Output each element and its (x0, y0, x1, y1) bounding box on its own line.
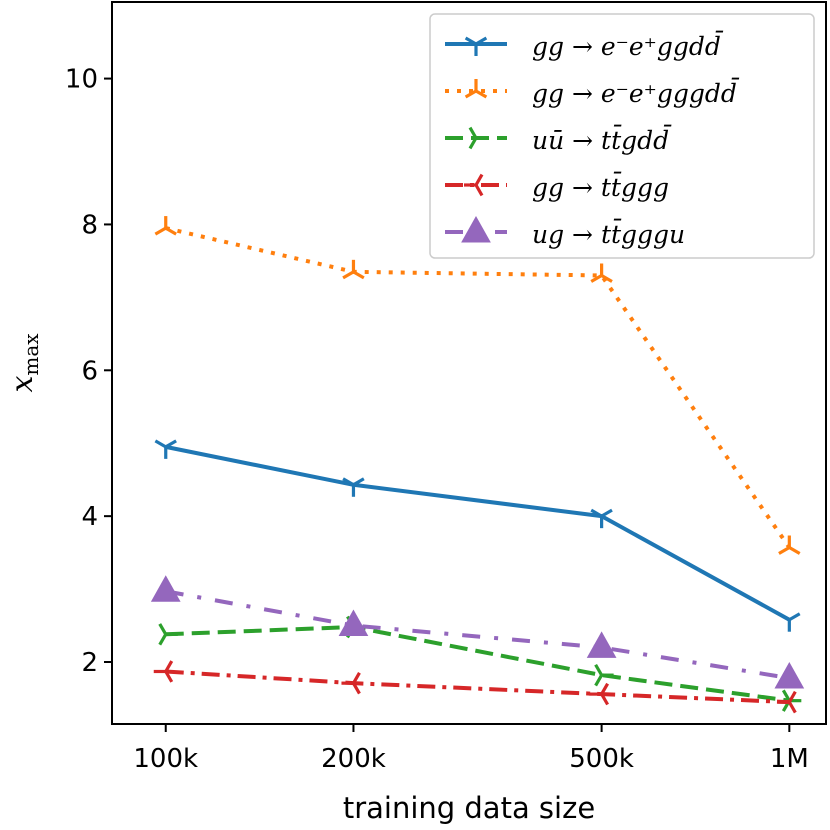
series-3-point-3 (594, 663, 614, 687)
series-4-point-1 (153, 660, 174, 683)
legend-entry-5: ug → tt̄gggu (445, 215, 685, 249)
legend-marker-4 (464, 173, 484, 197)
legend-label-2: gg → e⁻e⁺gggdd̄ (532, 79, 740, 108)
legend-label-4: gg → tt̄ggg (532, 173, 669, 202)
series-4 (153, 660, 797, 714)
legend-label-5: ug → tt̄gggu (532, 220, 685, 249)
series-2-point-3 (590, 263, 613, 283)
y-tick-label-5: 10 (65, 65, 98, 95)
y-axis-label: xmax (5, 333, 43, 393)
series-1 (154, 439, 801, 632)
x-tick-label-1: 100k (133, 744, 198, 774)
x-axis-label: training data size (343, 791, 595, 825)
legend-swatch-2 (445, 79, 507, 99)
series-1-point-1 (154, 439, 177, 459)
legend-marker-5 (461, 215, 491, 243)
series-5-point-4 (774, 662, 805, 689)
legend-entry-4: gg → tt̄ggg (445, 173, 669, 202)
legend-entry-2: gg → e⁻e⁺gggdd̄ (445, 79, 740, 108)
series-2-point-2 (342, 259, 365, 280)
legend-marker-1 (464, 36, 488, 56)
series-layer (150, 216, 805, 714)
x-tick-label-2: 200k (321, 744, 386, 774)
series-1-point-2 (342, 477, 365, 497)
series-line-5 (165, 589, 790, 681)
svg-text:xmax: xmax (5, 333, 43, 393)
series-3-point-1 (158, 623, 178, 646)
x-tick-label-4: 1M (770, 744, 809, 774)
series-2-point-1 (154, 216, 177, 236)
series-line-2 (165, 226, 791, 549)
legend-entry-1: gg → e⁻e⁺ggdd̄ (445, 32, 724, 61)
axis-layer: 2 4 6 8 10 100k 200k 500k 1M (65, 65, 809, 774)
series-4-point-4 (777, 690, 797, 714)
legend-label-1: gg → e⁻e⁺ggdd̄ (532, 32, 724, 61)
series-5-point-3 (586, 631, 617, 658)
series-5-point-1 (150, 575, 181, 602)
series-1-point-4 (778, 612, 801, 632)
series-5 (150, 575, 805, 689)
y-tick-label-2: 4 (81, 502, 98, 532)
legend-swatch-3 (445, 126, 507, 150)
series-1-point-3 (590, 508, 613, 529)
legend-swatch-1 (445, 36, 507, 56)
series-line-4 (165, 669, 790, 705)
legend-swatch-5 (445, 215, 507, 243)
legend-marker-2 (464, 79, 488, 99)
series-2-point-4 (778, 535, 801, 555)
legend-entry-3: uū → tt̄gdd̄ (445, 126, 672, 155)
series-4-point-2 (341, 671, 361, 695)
legend-swatch-4 (445, 173, 507, 197)
y-axis-label-main: x (5, 376, 40, 393)
series-2 (154, 216, 801, 555)
legend: gg → e⁻e⁺ggdd̄ gg → e⁻e⁺gggdd̄ uū → tt̄g… (429, 13, 815, 259)
series-5-point-2 (338, 609, 369, 637)
y-tick-label-4: 8 (81, 210, 98, 240)
y-tick-label-3: 6 (81, 356, 98, 386)
plot-frame (111, 1, 827, 725)
y-axis-label-subscript: max (19, 333, 43, 376)
y-tick-label-1: 2 (81, 648, 98, 678)
legend-box (429, 13, 815, 259)
legend-marker-3 (468, 126, 488, 150)
series-line-1 (165, 444, 791, 622)
series-line-3 (165, 625, 790, 703)
series-4-point-3 (589, 682, 609, 706)
x-tick-label-3: 500k (569, 744, 634, 774)
legend-label-3: uū → tt̄gdd̄ (532, 126, 672, 155)
